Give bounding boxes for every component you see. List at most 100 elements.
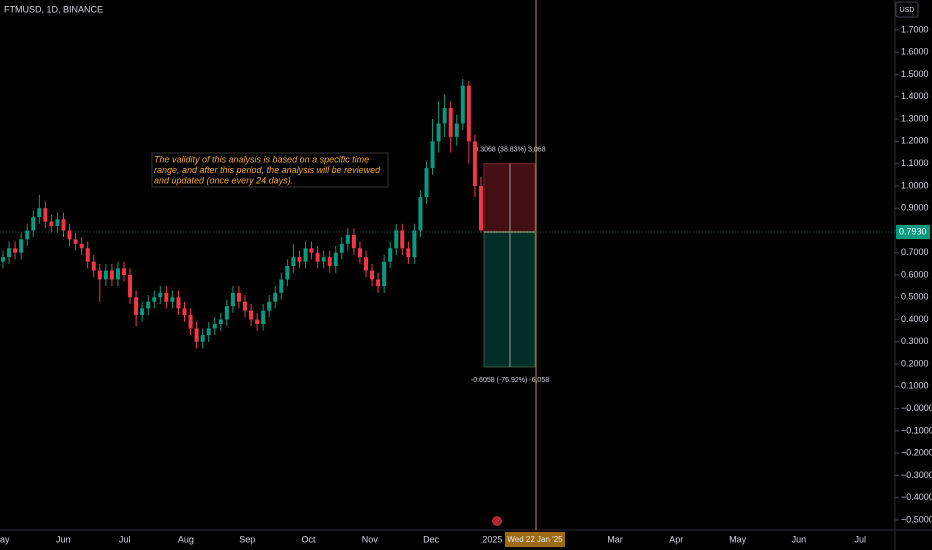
candle-body (25, 230, 30, 240)
candle-body (218, 319, 223, 324)
x-tick-label: Dec (423, 534, 440, 544)
annotation-line: The validity of this analysis is based o… (154, 154, 369, 164)
y-tick-label: 1.7000 (901, 24, 929, 34)
candle-body (7, 248, 12, 258)
candle-body (176, 297, 181, 309)
candle-body (67, 230, 72, 240)
candle-body (55, 219, 60, 226)
candle-body (357, 248, 362, 258)
candle-body (418, 197, 423, 231)
candle-body (158, 292, 163, 298)
candle-body (200, 335, 205, 342)
y-tick-label: −0.0000 (901, 403, 932, 413)
candle-body (61, 219, 66, 231)
candle-body (49, 221, 54, 226)
event-icon[interactable] (492, 516, 502, 526)
candle-body (321, 257, 326, 262)
candle-body (188, 315, 193, 329)
annotation-line: and updated (once every 24 days). (154, 175, 293, 185)
candle-body (327, 257, 332, 267)
candle-body (79, 243, 84, 249)
candle-body (85, 248, 90, 262)
x-tick-label: Sep (239, 534, 255, 544)
y-tick-label: −0.3000 (901, 470, 932, 480)
last-price-label: 0.7930 (899, 226, 927, 236)
y-tick-label: 1.0000 (901, 180, 929, 190)
candle-body (291, 257, 296, 267)
annotation-line: range, and after this period, the analys… (154, 165, 381, 175)
candle-body (97, 270, 102, 280)
candle-body (273, 292, 278, 302)
annotation-box (151, 152, 389, 188)
candle-body (297, 257, 302, 262)
candle-body (236, 292, 241, 302)
y-tick-label: 1.2000 (901, 136, 929, 146)
candle-body (103, 270, 108, 280)
x-tick-label: Jul (854, 534, 866, 544)
candle-body (370, 270, 375, 280)
candle-body (170, 297, 175, 302)
candle-body (460, 85, 465, 124)
y-tick-label: 1.3000 (901, 113, 929, 123)
x-tick-label: 2025 (482, 534, 502, 544)
candle-body (73, 239, 78, 244)
y-tick-label: −0.5000 (901, 514, 932, 524)
y-tick-label: 1.5000 (901, 69, 929, 79)
y-tick-label: 1.6000 (901, 47, 929, 57)
currency-box[interactable] (895, 1, 919, 18)
candle-body (376, 279, 381, 287)
candle-body (478, 185, 483, 231)
candle-body (43, 208, 48, 222)
candle-body (339, 243, 344, 253)
candle-body (472, 141, 477, 186)
x-tick-label: Aug (178, 534, 194, 544)
candle-body (13, 248, 18, 253)
candle-body (212, 324, 217, 329)
candle-body (303, 248, 308, 262)
y-tick-label: 0.9000 (901, 203, 929, 213)
candle-body (345, 234, 350, 244)
candle-body (1, 257, 5, 262)
candle-body (442, 107, 447, 124)
y-tick-label: 1.1000 (901, 158, 929, 168)
x-tick-label: Oct (301, 534, 316, 544)
candle-body (351, 234, 356, 249)
y-tick-label: −0.2000 (901, 448, 932, 458)
y-tick-label: 0.1000 (901, 381, 929, 391)
candle-body (406, 248, 411, 258)
symbol-label[interactable]: FTMUSD, 1D, BINANCE (4, 4, 103, 14)
candle-body (194, 328, 199, 342)
candle-body (388, 248, 393, 262)
candle-body (382, 261, 387, 287)
candle-body (279, 279, 284, 293)
candle-body (134, 297, 139, 316)
candle-body (466, 85, 471, 142)
candle-body (436, 123, 441, 142)
stop-label: -0.6058 (-76.92%) -6,058 (471, 377, 549, 384)
candle-body (19, 239, 24, 253)
candle-body (412, 230, 417, 258)
candle-body (309, 248, 314, 253)
candle-body (31, 217, 36, 231)
candle-body (249, 310, 254, 320)
candle-body (448, 107, 453, 137)
candle-body (37, 208, 42, 218)
target-label: 0.3068 (38.83%) 3,068 (474, 147, 545, 154)
x-tick-label: Apr (669, 534, 683, 544)
candle-body (146, 301, 151, 309)
candle-body (230, 292, 235, 307)
x-tick-label: Jun (792, 534, 807, 544)
candle-body (109, 270, 114, 280)
currency-label[interactable]: USD (900, 7, 915, 14)
candle-body (424, 168, 429, 198)
y-tick-label: 0.2000 (901, 358, 929, 368)
candle-body (206, 328, 211, 336)
candle-body (91, 261, 96, 271)
crosshair-date-label: Wed 22 Jan '25 (507, 535, 563, 544)
x-tick-label: Jul (119, 534, 131, 544)
candle-body (122, 268, 126, 275)
candle-body (164, 292, 169, 302)
x-tick-label: Jun (56, 534, 71, 544)
